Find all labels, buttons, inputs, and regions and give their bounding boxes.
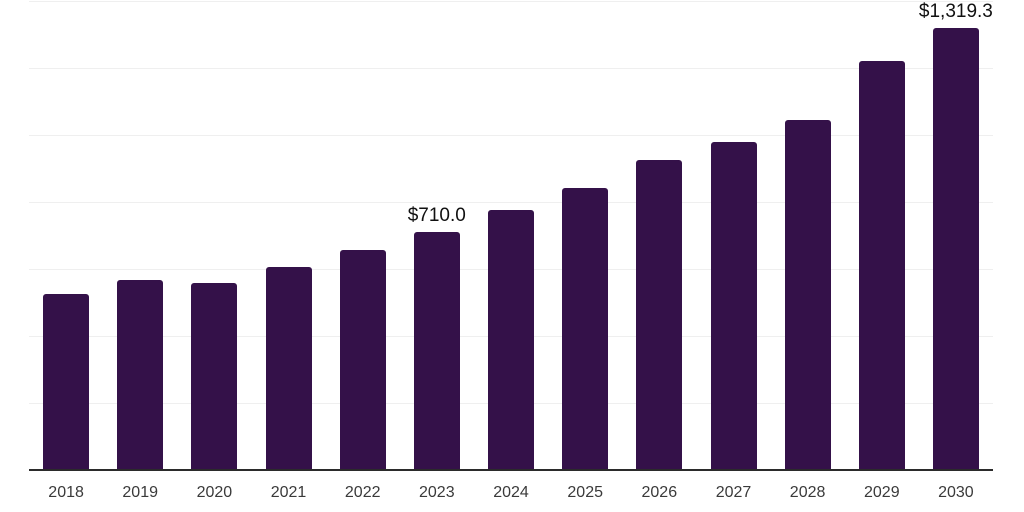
bar-2022: [339, 249, 386, 470]
bar-value-label-2030: $1,319.3: [918, 1, 993, 22]
x-tick-label-2026: 2026: [641, 484, 678, 501]
bar-2021: [265, 267, 312, 470]
x-tick-label-2023: 2023: [419, 484, 455, 501]
bar-value-label-2023: $710.0: [407, 205, 466, 227]
gridline: [29, 1, 993, 2]
bar-2020: [191, 283, 238, 470]
bar-2018: [43, 293, 90, 470]
x-tick-label-2024: 2024: [493, 484, 529, 501]
gridline: [29, 135, 993, 136]
bar-2026: [636, 159, 683, 470]
bar-2028: [784, 119, 831, 470]
x-tick-label-2029: 2029: [864, 484, 900, 501]
x-tick-label-2019: 2019: [122, 484, 158, 501]
x-axis-line: [29, 469, 993, 471]
x-tick-label-2028: 2028: [789, 484, 826, 501]
x-tick-label-2027: 2027: [715, 484, 752, 501]
x-tick-label-2025: 2025: [567, 484, 603, 501]
x-tick-label-2021: 2021: [270, 484, 307, 501]
bar-2027: [710, 142, 757, 470]
bar-2030: [932, 28, 979, 470]
gridline: [29, 68, 993, 69]
bar-2024: [488, 210, 534, 470]
bar-2019: [117, 280, 164, 470]
x-tick-label-2030: 2030: [938, 484, 974, 501]
x-tick-label-2020: 2020: [196, 484, 233, 501]
bar-2029: [858, 61, 905, 470]
bar-2023: [413, 232, 460, 470]
x-tick-label-2022: 2022: [344, 484, 381, 501]
gridline: [29, 202, 993, 203]
bar-2025: [562, 188, 609, 470]
x-tick-label-2018: 2018: [48, 484, 84, 501]
